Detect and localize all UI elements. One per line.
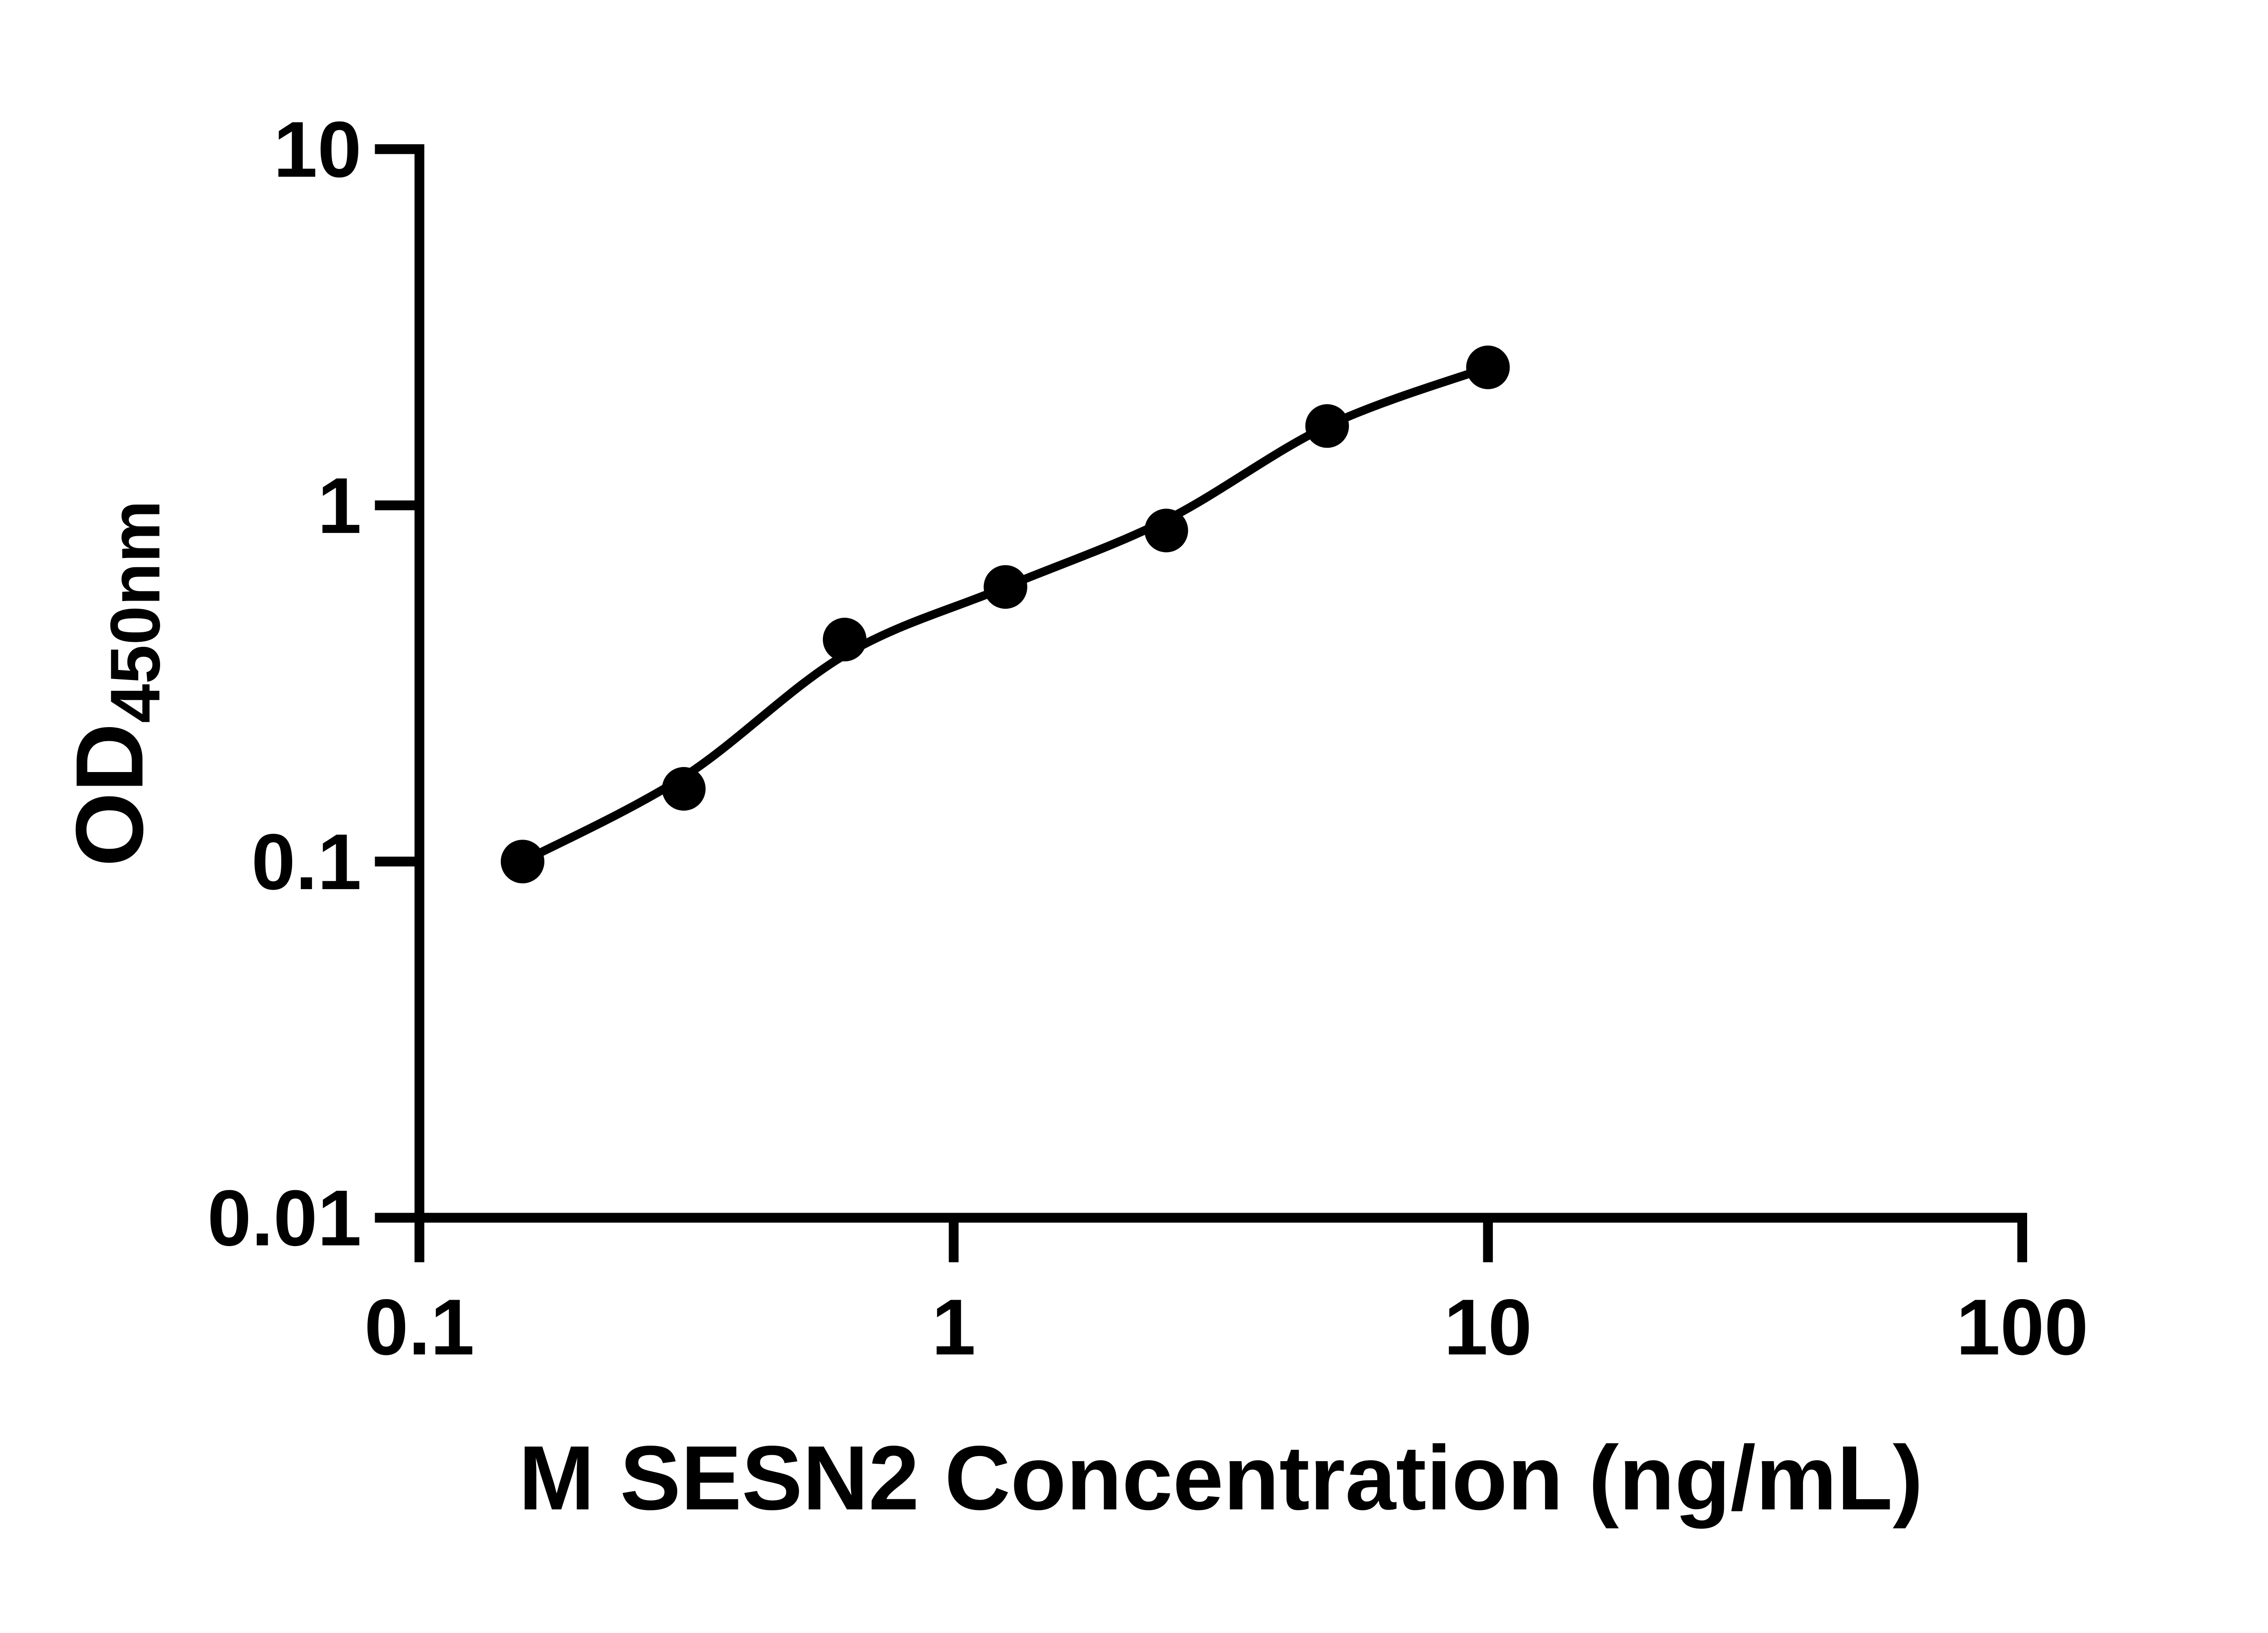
y-tick-label: 1 [318, 462, 362, 550]
x-tick-label: 10 [1444, 1283, 1532, 1372]
data-point [1466, 345, 1510, 389]
data-point [822, 617, 867, 661]
data-point [662, 767, 706, 811]
y-tick-label: 10 [274, 106, 362, 194]
data-point [1144, 508, 1188, 552]
y-axis-title-main: OD [56, 723, 163, 867]
y-axis-title-sub: 450nm [96, 500, 174, 723]
x-tick-label: 0.1 [364, 1283, 474, 1372]
x-axis-title: M SESN2 Concentration (ng/mL) [518, 1427, 1923, 1529]
y-axis-ticks: 0.01 0.1 1 10 [207, 106, 420, 1262]
data-point [983, 565, 1027, 609]
x-axis-ticks: 0.1 1 10 100 [364, 1217, 2088, 1372]
x-tick-label: 1 [932, 1283, 976, 1372]
y-axis-title: OD450nm [56, 500, 174, 867]
data-point [500, 840, 545, 884]
y-tick-label: 0.1 [251, 818, 362, 906]
data-points [500, 345, 1510, 884]
x-tick-label: 100 [1956, 1283, 2088, 1372]
y-tick-label: 0.01 [207, 1174, 362, 1262]
data-point [1305, 404, 1349, 448]
